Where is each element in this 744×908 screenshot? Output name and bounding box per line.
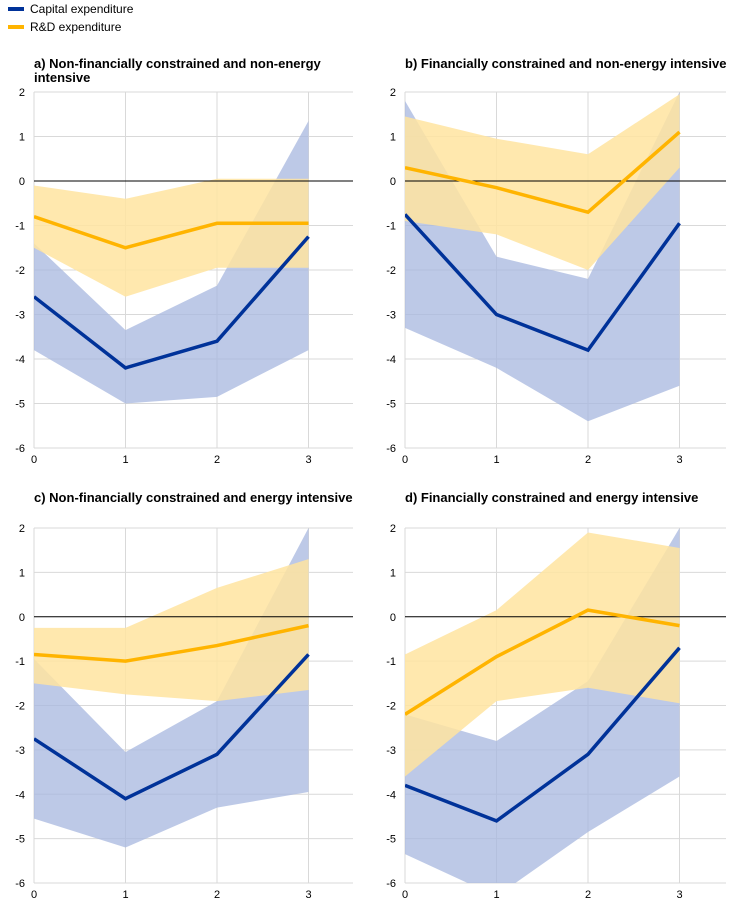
- panel-a-series-group: [34, 120, 353, 404]
- panel-c-x-tick-label: 2: [214, 889, 220, 901]
- panel-b-x-tick-label: 0: [402, 454, 408, 466]
- panel-d-y-tick-label: -3: [386, 745, 396, 757]
- panel-a-y-tick-label: -1: [15, 221, 25, 233]
- panel-c-y-tick-label: -6: [15, 878, 25, 890]
- panel-c-y-tick-label: -3: [15, 745, 25, 757]
- legend: Capital expenditure R&D expenditure: [8, 0, 133, 36]
- panel-b-title: b) Financially constrained and non-energ…: [405, 56, 727, 71]
- panel-a-title: a) Non-financially constrained and non-e…: [34, 56, 321, 85]
- panel-c-y-tick-label: -4: [15, 789, 25, 801]
- panel-d-series-group: [405, 528, 726, 883]
- panel-d-title: d) Financially constrained and energy in…: [405, 490, 699, 505]
- panel-d-x-tick-label: 2: [585, 889, 591, 901]
- panel-b-y-tick-label: 2: [390, 87, 396, 99]
- panel-a-plot: 2 1 0 -1 -2 -3 -4 -5 -6 0 1 2 3: [15, 87, 353, 466]
- panel-b-y-tick-label: -5: [386, 399, 396, 411]
- panel-a-x-tick-label: 3: [305, 454, 311, 466]
- panel-c-series-group: [34, 528, 353, 848]
- panel-c-x-tick-label: 0: [31, 889, 37, 901]
- panel-c-plot: 2 1 0 -1 -2 -3 -4 -5 -6 0 1 2 3: [15, 523, 353, 901]
- panel-c-rd-line: [34, 623, 309, 663]
- panel-d-rd-line: [405, 608, 680, 716]
- panel-c-x-tick-label: 3: [305, 889, 311, 901]
- panel-c-rd-band: [34, 559, 309, 702]
- panel-a-y-tick-label: -6: [15, 443, 25, 455]
- panel-d-y-tick-label: -5: [386, 834, 396, 846]
- panel-b-x-tick-label: 3: [676, 454, 682, 466]
- panel-a-y-tick-label: -5: [15, 399, 25, 411]
- legend-swatch-capex: [8, 7, 24, 11]
- panel-b-series-group: [405, 92, 726, 422]
- panel-b-rd-band: [405, 94, 680, 270]
- panel-a-y-tick-label: -3: [15, 310, 25, 322]
- panel-b-rd-line: [405, 130, 681, 215]
- panel-d-y-tick-label: -4: [386, 789, 396, 801]
- panel-a-y-tick-label: -2: [15, 265, 25, 277]
- legend-item-rd: R&D expenditure: [8, 18, 133, 36]
- panel-d-plot: 2 1 0 -1 -2 -3 -4 -5 -6 0 1 2 3: [386, 523, 726, 901]
- panel-a-x-tick-label: 2: [214, 454, 220, 466]
- panel-c-y-tick-label: -5: [15, 834, 25, 846]
- panel-c-y-tick-label: -2: [15, 701, 25, 713]
- panel-c-capex-band: [34, 528, 309, 848]
- panel-b-y-tick-label: -3: [386, 310, 396, 322]
- panel-a-rd-line: [34, 214, 309, 250]
- panel-b-capex-line: [405, 213, 681, 353]
- panel-d-y-tick-label: -6: [386, 878, 396, 890]
- panel-c-x-tick-label: 1: [122, 889, 128, 901]
- panel-d-y-tick-label: 1: [390, 567, 396, 579]
- panel-c-y-tick-label: 0: [19, 612, 25, 624]
- panel-c-capex-line: [34, 653, 310, 801]
- panel-b-y-tick-label: -1: [386, 221, 396, 233]
- panel-b-y-tick-label: 1: [390, 132, 396, 144]
- legend-label-rd: R&D expenditure: [30, 20, 122, 34]
- panel-b-x-tick-label: 1: [493, 454, 499, 466]
- panel-c-title: c) Non-financially constrained and energ…: [34, 490, 353, 505]
- panel-d-x-tick-label: 1: [493, 889, 499, 901]
- panel-a-x-tick-label: 1: [122, 454, 128, 466]
- panel-a-y-tick-label: 2: [19, 87, 25, 99]
- panel-b-plot: 2 1 0 -1 -2 -3 -4 -5 -6 0 1 2 3: [386, 87, 726, 466]
- panel-a-capex-band: [34, 120, 309, 404]
- panel-d-x-tick-label: 3: [676, 889, 682, 901]
- legend-item-capex: Capital expenditure: [8, 0, 133, 18]
- panel-d-x-tick-label: 0: [402, 889, 408, 901]
- panel-a-capex-line: [34, 235, 310, 370]
- panel-d-y-tick-label: -2: [386, 701, 396, 713]
- panel-d-y-tick-label: -1: [386, 656, 396, 668]
- panel-a-x-tick-label: 0: [31, 454, 37, 466]
- panel-a-y-tick-label: 1: [19, 132, 25, 144]
- panel-d-y-tick-label: 2: [390, 523, 396, 535]
- panel-a-y-tick-label: 0: [19, 176, 25, 188]
- panel-b-y-tick-label: -4: [386, 354, 396, 366]
- panel-d-rd-band: [405, 532, 680, 777]
- legend-swatch-rd: [8, 25, 24, 29]
- panel-d-capex-line: [405, 646, 681, 823]
- panel-b-y-tick-label: -6: [386, 443, 396, 455]
- panel-b-capex-band: [405, 92, 680, 422]
- panel-d-y-tick-label: 0: [390, 612, 396, 624]
- panel-c-y-tick-label: -1: [15, 656, 25, 668]
- panel-c-y-tick-label: 1: [19, 567, 25, 579]
- panel-b-y-tick-label: -2: [386, 265, 396, 277]
- panel-a-y-tick-label: -4: [15, 354, 25, 366]
- legend-label-capex: Capital expenditure: [30, 2, 134, 16]
- panel-a-rd-band: [34, 178, 309, 297]
- panel-c-y-tick-label: 2: [19, 523, 25, 535]
- panel-d-capex-band: [405, 528, 680, 883]
- panel-b-x-tick-label: 2: [585, 454, 591, 466]
- panel-b-y-tick-label: 0: [390, 176, 396, 188]
